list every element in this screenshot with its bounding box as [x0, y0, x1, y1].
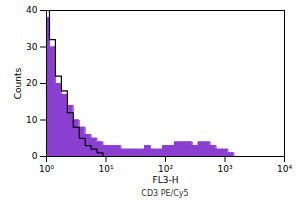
svg-text:10⁴: 10⁴	[277, 164, 292, 174]
svg-text:20: 20	[26, 78, 38, 88]
svg-text:30: 30	[26, 42, 38, 52]
svg-text:40: 40	[26, 5, 38, 15]
svg-text:FL3-H: FL3-H	[153, 175, 179, 185]
svg-text:10¹: 10¹	[98, 164, 113, 174]
svg-text:10²: 10²	[158, 164, 173, 174]
svg-text:Counts: Counts	[13, 67, 23, 99]
svg-text:10³: 10³	[217, 164, 232, 174]
svg-text:0: 0	[32, 151, 38, 161]
svg-text:CD3 PE/Cy5: CD3 PE/Cy5	[141, 189, 188, 198]
svg-text:10: 10	[26, 115, 38, 125]
svg-text:10⁰: 10⁰	[39, 164, 54, 174]
